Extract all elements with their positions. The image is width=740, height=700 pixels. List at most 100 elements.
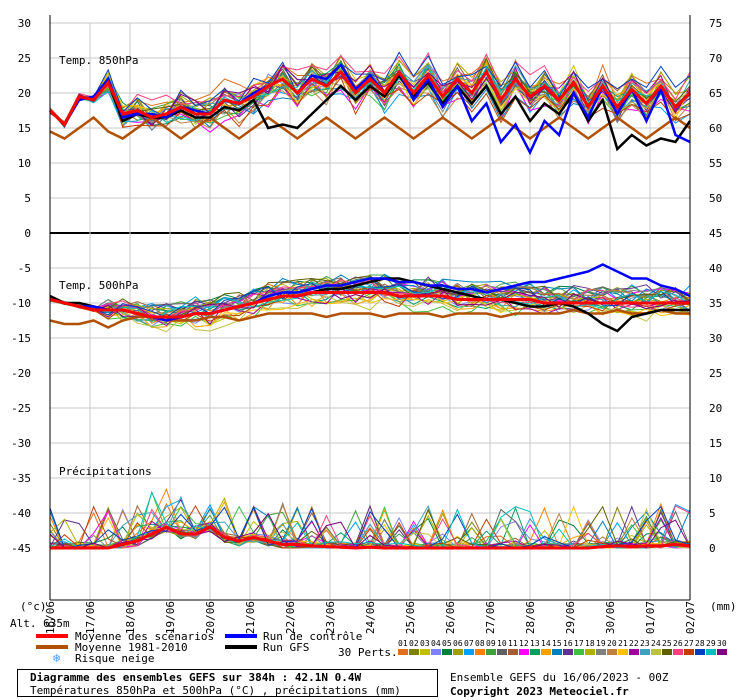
date-tick-label: 02/07 bbox=[684, 601, 697, 634]
perturbation-line bbox=[49, 505, 691, 549]
perturbation-id-label: 30 bbox=[717, 639, 727, 648]
date-tick-label: 21/06 bbox=[244, 601, 257, 634]
right-tick-label: 75 bbox=[709, 17, 722, 30]
snowflake-icon: ❄ bbox=[52, 652, 62, 665]
perturbation-id-label: 19 bbox=[596, 639, 606, 648]
left-tick-label: 15 bbox=[18, 122, 31, 135]
date-tick-label: 30/06 bbox=[604, 601, 617, 634]
perturbation-swatch bbox=[497, 649, 507, 655]
perturbation-line bbox=[49, 276, 691, 315]
right-tick-label: 60 bbox=[709, 122, 722, 135]
legend-swatch-mean bbox=[36, 634, 68, 638]
date-tick-label: 24/06 bbox=[364, 601, 377, 634]
left-tick-label: 10 bbox=[18, 157, 31, 170]
perturbation-swatch bbox=[717, 649, 727, 655]
perturbation-line bbox=[49, 273, 691, 314]
legend-swatch-clim bbox=[36, 645, 68, 649]
perturbation-swatch bbox=[662, 649, 672, 655]
perturbation-swatch bbox=[695, 649, 705, 655]
perturbation-legend: 01 02 03 04 05 06 07 08 09 10 11 12 13 14 15 16 17 18 19 20… bbox=[398, 639, 733, 659]
perturbation-id-label: 06 bbox=[453, 639, 463, 648]
perturbation-swatch bbox=[530, 649, 540, 655]
date-tick-label: 19/06 bbox=[164, 601, 177, 634]
perturbation-id-label: 15 bbox=[552, 639, 562, 648]
date-tick-label: 28/06 bbox=[524, 601, 537, 634]
perturbation-id-label: 21 bbox=[618, 639, 628, 648]
left-tick-label: -40 bbox=[11, 507, 31, 520]
right-unit-label: (mm) bbox=[710, 600, 737, 613]
perturbation-id-label: 08 bbox=[475, 639, 485, 648]
perturbation-id-label: 17 bbox=[574, 639, 584, 648]
perturbation-swatch bbox=[629, 649, 639, 655]
perturbation-swatch bbox=[464, 649, 474, 655]
perturbation-swatch bbox=[398, 649, 408, 655]
perturbation-id-label: 28 bbox=[695, 639, 705, 648]
left-tick-label: -45 bbox=[11, 542, 31, 555]
perturbation-swatch bbox=[596, 649, 606, 655]
chart-axes bbox=[49, 15, 691, 601]
left-tick-label: -35 bbox=[11, 472, 31, 485]
legend: Moyenne des scénarios Moyenne 1981-2010 … bbox=[0, 628, 740, 668]
left-tick-label: -30 bbox=[11, 437, 31, 450]
perturbation-line bbox=[49, 295, 691, 333]
right-tick-label: 15 bbox=[709, 437, 722, 450]
series-line-850 bbox=[48, 69, 692, 127]
perturbation-id-label: 03 bbox=[420, 639, 430, 648]
series-line-precip bbox=[50, 525, 691, 550]
perturbation-id-label: 13 bbox=[530, 639, 540, 648]
right-tick-label: 65 bbox=[709, 87, 722, 100]
perturbation-id-label: 18 bbox=[585, 639, 595, 648]
perturbation-swatch bbox=[442, 649, 452, 655]
right-tick-label: 55 bbox=[709, 157, 722, 170]
legend-label-snow: Risque neige bbox=[75, 652, 155, 665]
perturbation-id-label: 16 bbox=[563, 639, 573, 648]
legend-swatch-gfs bbox=[225, 645, 257, 649]
right-tick-label: 0 bbox=[709, 542, 716, 555]
perturbation-line bbox=[49, 51, 691, 125]
perturbation-id-label: 09 bbox=[486, 639, 496, 648]
left-tick-label: 30 bbox=[18, 17, 31, 30]
series-line-850 bbox=[49, 115, 691, 141]
perturbation-swatch bbox=[706, 649, 716, 655]
title-box: Diagramme des ensembles GEFS sur 384h : … bbox=[17, 669, 438, 697]
perturbation-id-label: 24 bbox=[651, 639, 661, 648]
date-tick-label: 22/06 bbox=[284, 601, 297, 634]
altitude-label: Alt. 635m bbox=[10, 617, 70, 630]
date-tick-label: 25/06 bbox=[404, 601, 417, 634]
perturbation-id-label: 02 bbox=[409, 639, 419, 648]
date-tick-label: 23/06 bbox=[324, 601, 337, 634]
right-tick-label: 50 bbox=[709, 192, 722, 205]
perturbation-id-label: 29 bbox=[706, 639, 716, 648]
left-tick-label: -20 bbox=[11, 367, 31, 380]
left-tick-label: 20 bbox=[18, 87, 31, 100]
perturbation-swatch bbox=[563, 649, 573, 655]
left-tick-label: -10 bbox=[11, 297, 31, 310]
left-tick-label: 25 bbox=[18, 52, 31, 65]
perturbation-id-label: 01 bbox=[398, 639, 408, 648]
date-tick-label: 26/06 bbox=[444, 601, 457, 634]
series-line-500 bbox=[49, 291, 690, 319]
date-tick-label: 18/06 bbox=[124, 601, 137, 634]
left-tick-label: 0 bbox=[24, 227, 31, 240]
perturbation-id-label: 23 bbox=[640, 639, 650, 648]
legend-label-gfs: Run GFS bbox=[263, 641, 310, 654]
right-tick-label: 5 bbox=[709, 507, 716, 520]
left-tick-label: -5 bbox=[18, 262, 31, 275]
perturbation-swatch bbox=[486, 649, 496, 655]
perturbation-swatch bbox=[585, 649, 595, 655]
perturbation-id-label: 04 bbox=[431, 639, 441, 648]
right-tick-label: 45 bbox=[709, 227, 722, 240]
perturbation-id-label: 22 bbox=[629, 639, 639, 648]
legend-label-control: Run de contrôle bbox=[263, 630, 363, 643]
perturbation-id-label: 05 bbox=[442, 639, 452, 648]
left-tick-label: -15 bbox=[11, 332, 31, 345]
right-tick-label: 70 bbox=[709, 52, 722, 65]
copyright: Copyright 2023 Meteociel.fr bbox=[450, 685, 629, 698]
perturbation-swatch bbox=[574, 649, 584, 655]
date-tick-label: 27/06 bbox=[484, 601, 497, 634]
right-tick-label: 40 bbox=[709, 262, 722, 275]
perturbation-id-label: 26 bbox=[673, 639, 683, 648]
perturbation-id-label: 20 bbox=[607, 639, 617, 648]
perturbation-id-label: 14 bbox=[541, 639, 551, 648]
